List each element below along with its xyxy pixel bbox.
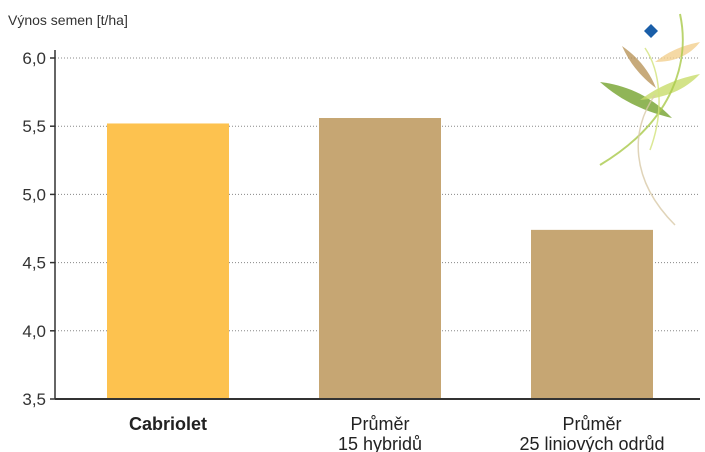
- bars: [107, 118, 653, 400]
- leaf-shape: [600, 82, 672, 118]
- y-tick-label: 5,5: [22, 117, 46, 136]
- x-category-label: Cabriolet: [129, 414, 207, 434]
- leaf-logo: [599, 13, 700, 226]
- y-axis-title: Výnos semen [t/ha]: [8, 12, 128, 28]
- leaf-stem: [637, 94, 676, 226]
- x-category-label: Průměr: [350, 414, 409, 434]
- y-tick-label: 6,0: [22, 49, 46, 68]
- y-tick-labels: 3,5 4,0 4,5 5,0 5,5 6,0: [22, 49, 55, 409]
- y-tick-label: 3,5: [22, 390, 46, 409]
- leaf-shape: [640, 74, 700, 100]
- y-tick-label: 4,0: [22, 322, 46, 341]
- bar: [107, 123, 229, 400]
- x-category-label: 15 hybridů: [338, 434, 422, 452]
- bar: [531, 229, 653, 399]
- leaf-shape: [622, 46, 656, 88]
- x-category-label: Průměr: [562, 414, 621, 434]
- y-tick-label: 4,5: [22, 254, 46, 273]
- leaf-shape: [655, 42, 700, 62]
- axes: [54, 50, 700, 400]
- leaf-stem: [599, 13, 684, 166]
- y-tick-label: 5,0: [22, 185, 46, 204]
- bar: [319, 118, 441, 400]
- x-category-label: 25 liniových odrůd: [519, 434, 664, 452]
- diamond-icon: [644, 24, 658, 38]
- leaf-stem: [644, 47, 660, 151]
